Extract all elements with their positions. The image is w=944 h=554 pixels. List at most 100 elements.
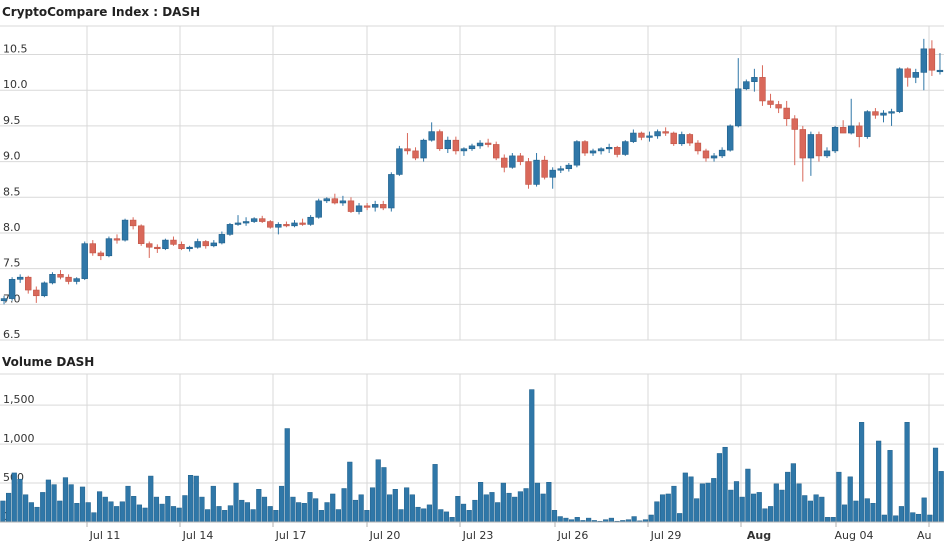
- candle-body: [807, 134, 815, 159]
- volume-bar: [796, 483, 802, 523]
- price-y-tick-label: 6.5: [3, 328, 21, 341]
- price-y-tick-label: 7.5: [3, 257, 21, 270]
- candle-body: [823, 150, 831, 157]
- volume-bar: [85, 502, 91, 523]
- candle-body: [831, 127, 839, 152]
- volume-bar: [290, 496, 296, 523]
- candle-body: [371, 204, 379, 208]
- volume-bar: [205, 509, 211, 523]
- volume-bar: [546, 482, 552, 523]
- volume-bar: [176, 507, 182, 523]
- volume-bar: [898, 506, 904, 523]
- candle-body: [815, 134, 823, 157]
- volume-bar: [313, 498, 319, 523]
- volume-bar: [449, 517, 455, 523]
- volume-bar: [301, 503, 307, 523]
- volume-bar: [563, 517, 569, 523]
- price-y-tick-label: 8.5: [3, 185, 21, 198]
- volume-bar: [347, 461, 353, 523]
- volume-bar: [0, 500, 6, 523]
- candle-body: [388, 174, 395, 209]
- volume-bar: [694, 498, 700, 523]
- volume-bar: [62, 477, 69, 523]
- candle-body: [210, 242, 218, 247]
- volume-bar: [529, 389, 535, 523]
- volume-bar: [483, 494, 489, 523]
- volume-bar: [671, 485, 677, 523]
- price-candles: [0, 38, 944, 305]
- volume-bar: [398, 509, 404, 523]
- candle-body: [678, 134, 685, 145]
- candle-body: [121, 219, 129, 241]
- candle-body: [412, 150, 419, 159]
- candle-body: [146, 243, 153, 248]
- x-axis-tick-label: Au: [917, 529, 932, 542]
- volume-bar: [768, 506, 774, 523]
- candle-body: [259, 218, 266, 222]
- volume-bar: [233, 482, 239, 523]
- candle-body: [581, 141, 589, 154]
- candle-body: [16, 276, 24, 280]
- volume-bar: [517, 491, 523, 523]
- volume-bar: [506, 492, 512, 523]
- volume-bar: [102, 496, 108, 523]
- candle-body: [129, 219, 137, 227]
- volume-bar: [51, 484, 57, 523]
- candle-body: [710, 155, 718, 159]
- candle-body: [41, 282, 48, 297]
- candle-body: [202, 241, 209, 247]
- candle-body: [726, 125, 734, 151]
- volume-bar: [915, 513, 922, 523]
- volume-bar: [57, 500, 63, 523]
- x-axis-tick-label: Jul 17: [275, 529, 307, 542]
- volume-bar: [699, 483, 705, 523]
- volume-bars: [0, 389, 944, 523]
- candle-body: [226, 224, 234, 235]
- candle-body: [525, 161, 532, 185]
- candle-body: [718, 149, 726, 157]
- volume-bar: [551, 510, 558, 523]
- volume-bar: [534, 482, 541, 523]
- volume-bar: [74, 503, 80, 523]
- volume-bar: [711, 478, 717, 523]
- volume-bar: [722, 446, 728, 523]
- volume-bar: [335, 509, 341, 523]
- candle-body: [799, 129, 807, 159]
- volume-bar: [728, 489, 734, 523]
- volume-bar: [330, 493, 336, 523]
- volume-bar: [813, 494, 819, 523]
- volume-bar: [802, 495, 808, 523]
- volume-bar: [819, 496, 825, 523]
- candle-body: [250, 218, 258, 222]
- volume-bar: [409, 494, 415, 523]
- candle-body: [105, 238, 113, 257]
- x-axis-tick-label: Aug 04: [835, 529, 874, 542]
- volume-bar: [296, 502, 302, 523]
- price-y-tick-label: 8.0: [3, 221, 21, 234]
- volume-bar: [478, 482, 484, 523]
- candle-body: [622, 141, 629, 155]
- volume-bar: [466, 510, 472, 523]
- candle-body: [501, 157, 508, 168]
- price-y-tick-label: 10.5: [3, 43, 28, 56]
- candle-body: [839, 127, 847, 134]
- volume-bar: [586, 517, 592, 523]
- volume-bar: [756, 492, 762, 523]
- candle-body: [759, 77, 766, 102]
- price-y-tick-label: 10.0: [3, 78, 28, 91]
- price-chart-title: CryptoCompare Index : DASH: [2, 5, 200, 19]
- volume-bar: [369, 487, 376, 523]
- candle-body: [509, 155, 516, 168]
- candle-body: [791, 118, 798, 130]
- candle-body: [484, 142, 492, 145]
- candle-body: [848, 125, 855, 134]
- volume-bar: [193, 475, 199, 523]
- candle-body: [476, 142, 484, 147]
- volume-bar: [881, 514, 887, 523]
- volume-bar: [904, 422, 910, 523]
- candle-body: [533, 159, 540, 185]
- volume-bar: [148, 475, 154, 523]
- volume-bar: [438, 509, 444, 523]
- volume-chart-title: Volume DASH: [2, 355, 94, 369]
